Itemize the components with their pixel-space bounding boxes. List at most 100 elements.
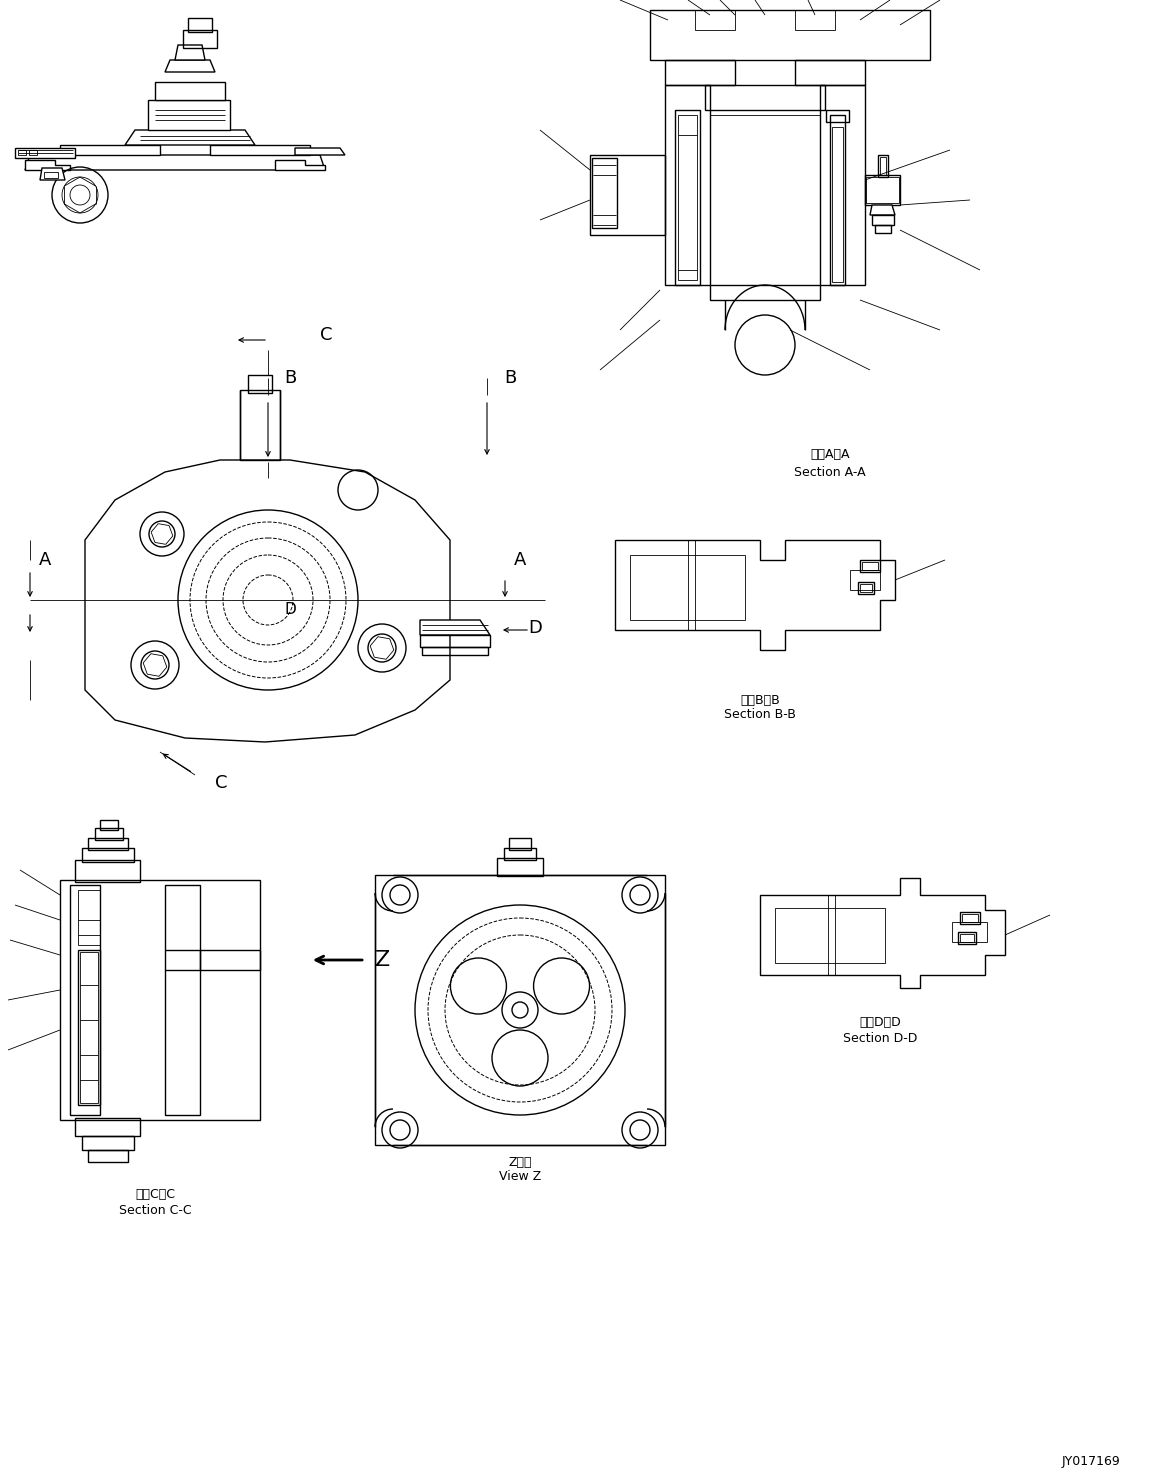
Text: 断面C－C: 断面C－C [135,1188,174,1202]
Text: View Z: View Z [499,1171,541,1184]
Bar [675,110,700,286]
Bar [78,950,100,1106]
Bar [420,635,490,647]
Bar [83,848,134,861]
Polygon shape [759,878,1005,989]
Bar [88,838,128,850]
Bar [650,10,930,61]
Text: A: A [38,551,51,568]
Bar [962,915,978,922]
Text: Section D-D: Section D-D [843,1032,918,1045]
Bar [859,585,872,592]
Text: Section A-A: Section A-A [794,466,865,478]
Polygon shape [165,61,215,73]
Polygon shape [274,160,324,170]
Bar [60,881,261,1120]
Bar [422,647,488,656]
Polygon shape [148,101,230,130]
Bar [374,875,665,1146]
Bar [95,827,123,841]
Bar [497,858,543,876]
Text: C: C [320,326,333,343]
Text: 断面B－B: 断面B－B [740,694,780,706]
Bar [100,820,117,830]
Bar [80,952,98,1103]
Bar [795,10,835,30]
Bar [859,559,880,571]
Text: A: A [514,551,526,568]
Bar [826,110,849,121]
Bar [795,61,865,84]
Bar [83,1137,134,1150]
Polygon shape [174,44,205,61]
Bar [820,84,865,286]
Bar [504,848,536,860]
Bar [165,885,200,1114]
Bar [240,391,280,460]
Text: C: C [215,774,228,792]
Polygon shape [155,81,224,101]
Bar [830,115,846,286]
Bar [832,127,843,283]
Text: Section B-B: Section B-B [725,709,795,721]
Bar [878,155,889,178]
Text: JY017169: JY017169 [1062,1455,1120,1468]
Bar [88,1150,128,1162]
Text: 断面A－A: 断面A－A [811,448,850,462]
Bar [695,10,735,30]
Text: Z　視: Z 視 [508,1156,531,1169]
Bar [862,562,878,570]
Polygon shape [15,148,74,158]
Bar [17,149,26,155]
Polygon shape [295,148,345,155]
Bar [70,885,100,1114]
Bar [865,175,900,206]
Bar [248,374,272,394]
Bar [200,950,261,969]
Bar [872,215,894,225]
Bar [880,157,886,175]
Bar [44,172,58,178]
Bar [709,110,820,115]
Bar [665,84,709,286]
Bar [958,932,976,944]
Bar [74,860,140,882]
Text: B: B [284,369,297,386]
Bar [875,225,891,232]
Polygon shape [60,145,160,155]
Bar [959,912,980,924]
Polygon shape [40,169,65,181]
Bar [709,286,820,300]
Text: 断面D－D: 断面D－D [859,1017,901,1030]
Bar [74,1117,140,1137]
Bar [188,18,212,33]
Polygon shape [211,145,311,155]
Bar [705,84,825,110]
Text: D: D [528,619,542,636]
Bar [509,838,531,850]
Bar [952,922,987,941]
Bar [665,61,735,84]
Bar [959,934,973,941]
Bar [592,158,618,228]
Bar [775,909,885,963]
Bar [78,889,100,946]
Polygon shape [24,160,70,170]
Text: D: D [284,602,295,617]
Text: Z: Z [374,950,391,969]
Bar [630,555,745,620]
Bar [866,178,899,203]
Polygon shape [420,620,490,635]
Polygon shape [870,206,896,215]
Text: B: B [504,369,516,386]
Bar [678,115,697,280]
Text: Section C-C: Section C-C [119,1203,191,1217]
Bar [858,582,875,593]
Bar [850,570,880,591]
Bar [590,155,665,235]
Bar [183,30,217,47]
Bar [29,149,37,155]
Polygon shape [124,130,255,145]
Polygon shape [85,460,450,741]
Polygon shape [24,155,324,170]
